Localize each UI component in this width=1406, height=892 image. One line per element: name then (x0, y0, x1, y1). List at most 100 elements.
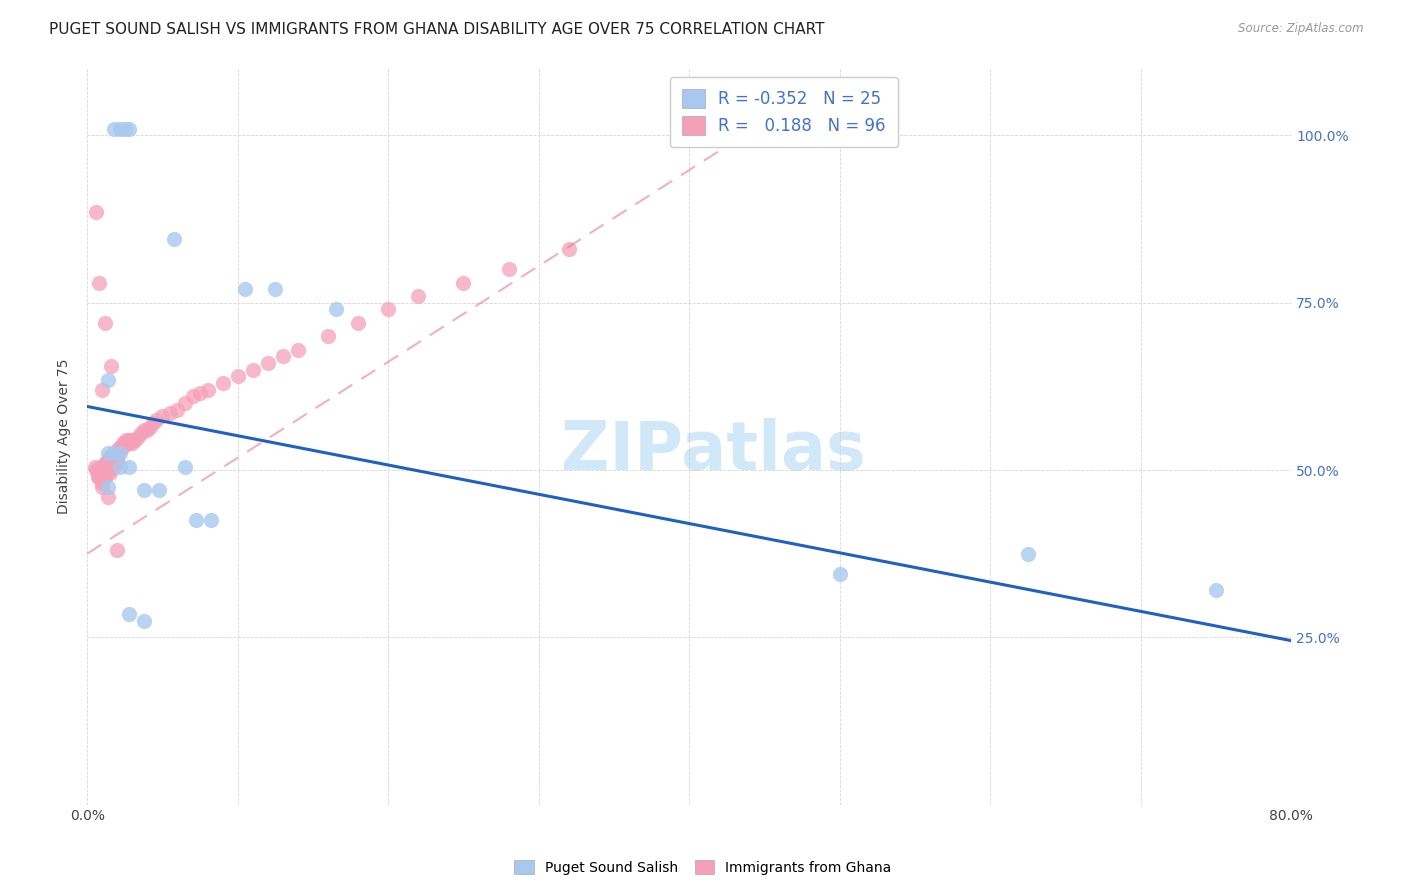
Point (103, 459, 125, 474)
Point (98, 450, 121, 464)
Point (145, 413, 167, 427)
Point (498, 262, 520, 277)
Point (103, 453, 125, 467)
Point (558, 242, 581, 256)
Point (98, 456, 121, 470)
Point (264, 282, 287, 296)
Point (233, 282, 256, 296)
Point (110, 440, 132, 454)
Point (181, 389, 204, 403)
Point (97, 446, 120, 460)
Point (197, 383, 219, 397)
Point (166, 402, 188, 417)
Point (105, 450, 128, 464)
Point (91, 469, 114, 483)
Point (97, 373, 120, 387)
Point (453, 276, 475, 290)
Point (84, 205, 107, 219)
Point (152, 409, 174, 424)
Point (90, 459, 112, 474)
Point (118, 433, 141, 447)
Point (105, 453, 128, 467)
Point (118, 121, 141, 136)
Point (100, 453, 122, 467)
Point (110, 442, 132, 457)
Legend: R = -0.352   N = 25, R =   0.188   N = 96: R = -0.352 N = 25, R = 0.188 N = 96 (671, 77, 897, 147)
Point (408, 289, 430, 303)
Point (96, 463, 118, 477)
Point (89, 467, 111, 481)
Point (91, 473, 114, 487)
Point (377, 302, 399, 317)
Point (142, 416, 165, 430)
Point (93, 467, 115, 481)
Y-axis label: Disability Age Over 75: Disability Age Over 75 (58, 359, 72, 515)
Point (134, 483, 156, 497)
Point (93, 463, 115, 477)
Point (89, 469, 111, 483)
Point (91, 463, 114, 477)
Point (97, 453, 120, 467)
Point (121, 436, 143, 450)
Point (94, 463, 117, 477)
Point (89, 276, 111, 290)
Point (91, 476, 114, 491)
Point (98, 467, 121, 481)
Point (97, 456, 120, 470)
Point (828, 566, 851, 581)
Text: PUGET SOUND SALISH VS IMMIGRANTS FROM GHANA DISABILITY AGE OVER 75 CORRELATION C: PUGET SOUND SALISH VS IMMIGRANTS FROM GH… (49, 22, 825, 37)
Point (97, 480, 120, 494)
Point (91, 480, 114, 494)
Point (97, 463, 120, 477)
Point (134, 423, 156, 437)
Point (188, 386, 211, 401)
Point (118, 459, 141, 474)
Point (271, 349, 294, 363)
Point (139, 419, 162, 434)
Point (159, 406, 181, 420)
Point (226, 369, 249, 384)
Point (98, 459, 121, 474)
Point (105, 446, 128, 460)
Point (118, 607, 141, 621)
Point (100, 359, 122, 374)
Point (94, 316, 117, 330)
Legend: Puget Sound Salish, Immigrants from Ghana: Puget Sound Salish, Immigrants from Ghan… (509, 855, 897, 880)
Point (84, 463, 107, 477)
Point (100, 450, 122, 464)
Point (105, 543, 128, 558)
Point (112, 436, 135, 450)
Point (93, 459, 115, 474)
Point (101, 453, 124, 467)
Point (163, 232, 186, 246)
Point (94, 456, 117, 470)
Point (110, 459, 132, 474)
Point (103, 446, 125, 460)
Point (100, 456, 122, 470)
Text: Source: ZipAtlas.com: Source: ZipAtlas.com (1239, 22, 1364, 36)
Point (211, 376, 233, 390)
Point (90, 467, 112, 481)
Point (174, 396, 197, 410)
Point (103, 456, 125, 470)
Point (347, 316, 370, 330)
Point (200, 513, 222, 527)
Point (174, 459, 197, 474)
Point (127, 429, 149, 443)
Point (136, 423, 159, 437)
Point (316, 329, 339, 343)
Point (242, 362, 264, 376)
Point (90, 463, 112, 477)
Point (94, 459, 117, 474)
Point (105, 442, 128, 457)
Point (89, 463, 111, 477)
Point (94, 469, 117, 483)
Point (98, 453, 121, 467)
Point (101, 450, 124, 464)
Point (131, 426, 153, 441)
Point (184, 513, 207, 527)
Point (96, 456, 118, 470)
Point (83, 459, 105, 474)
Point (86, 467, 108, 481)
Point (110, 121, 132, 136)
